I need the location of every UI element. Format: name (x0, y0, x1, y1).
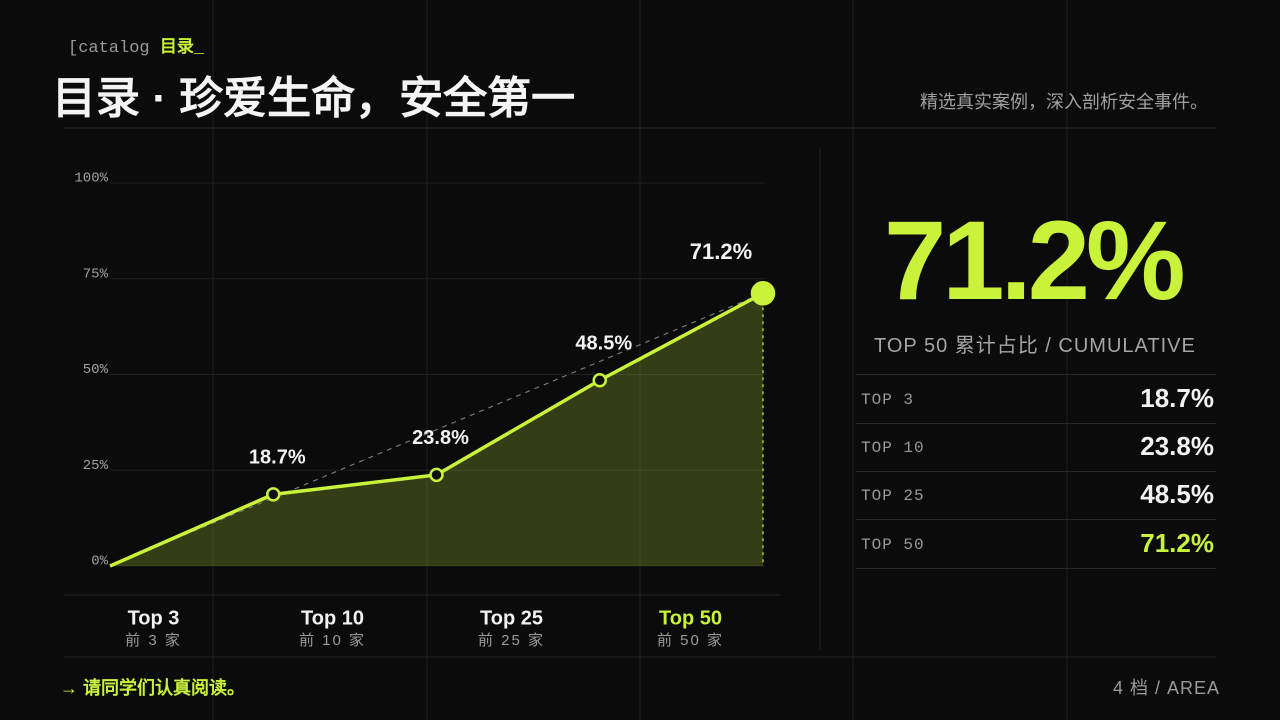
summary-row: TOP 25 48.5% (856, 471, 1216, 520)
x-tick-sublabel: 前 50 家 (657, 632, 724, 649)
row-key: TOP 50 (861, 535, 925, 554)
x-tick-label: Top 25 (480, 607, 543, 629)
x-tick-label: Top 3 (128, 607, 180, 629)
x-tick-label: Top 10 (301, 607, 364, 629)
row-key: TOP 10 (861, 438, 925, 457)
summary-row: TOP 3 18.7% (856, 374, 1216, 424)
row-value: 18.7% (1140, 383, 1214, 413)
y-tick-label: 50% (83, 362, 109, 378)
row-key: TOP 25 (861, 487, 925, 505)
tag: [catalog 目录_ (68, 32, 204, 58)
y-tick-label: 25% (83, 458, 109, 474)
x-tick-label: Top 50 (659, 607, 722, 629)
tag-accent: 目录_ (159, 39, 205, 58)
value-label: 23.8% (412, 427, 469, 449)
point (750, 281, 776, 306)
highlight-value: 71.2% (884, 198, 1186, 323)
y-tick-label: 100% (74, 171, 108, 187)
row-key: TOP 3 (861, 391, 915, 409)
row-value: 23.8% (1140, 430, 1214, 461)
y-tick-label: 75% (83, 266, 109, 282)
row-value: 48.5% (1140, 479, 1214, 509)
x-tick-sublabel: 前 3 家 (125, 632, 182, 649)
value-label: 48.5% (575, 333, 632, 355)
subtitle: 精选真实案例，深入剖析安全事件。 (920, 92, 1208, 112)
row-value: 71.2% (1140, 527, 1214, 558)
tag-text: [catalog (68, 39, 160, 58)
point (266, 487, 281, 502)
value-label: 71.2% (690, 239, 752, 264)
highlight-caption: TOP 50 累计占比 / CUMULATIVE (874, 335, 1196, 357)
summary-row: TOP 10 23.8% (856, 423, 1216, 472)
point (429, 467, 444, 483)
x-tick-sublabel: 前 10 家 (299, 632, 366, 649)
y-tick-label: 0% (91, 554, 108, 570)
title: 目录 · 珍爱生命，安全第一 (52, 74, 576, 123)
point (592, 372, 607, 388)
page-label: 4 档 / AREA (1112, 678, 1220, 698)
footer-note: → 请同学们认真阅读。 (60, 678, 246, 698)
value-label: 18.7% (249, 447, 306, 469)
trend-line (109, 292, 764, 567)
summary-row: TOP 50 71.2% (856, 520, 1216, 569)
x-tick-sublabel: 前 25 家 (478, 632, 545, 649)
